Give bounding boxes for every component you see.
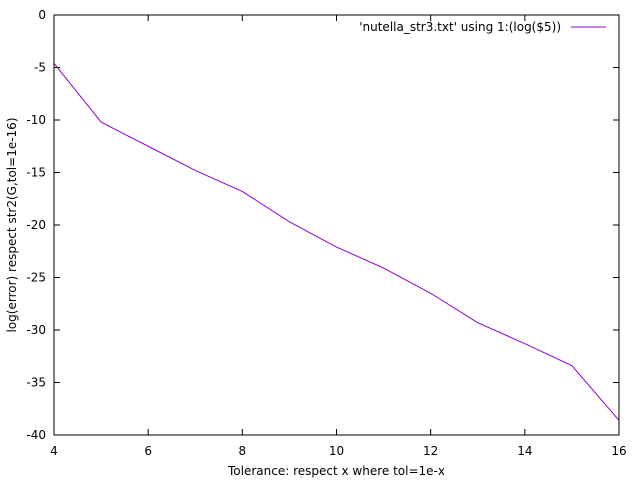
y-axis-title: log(error) respect str2(G,tol=1e-16) — [5, 118, 19, 333]
y-tick-label: -30 — [26, 323, 46, 337]
x-tick-label: 4 — [50, 444, 58, 458]
y-tick-label: -5 — [34, 61, 46, 75]
legend-label: 'nutella_str3.txt' using 1:(log($5)) — [359, 20, 561, 34]
y-tick-label: 0 — [38, 8, 46, 22]
y-tick-label: -40 — [26, 428, 46, 442]
y-tick-label: -35 — [26, 376, 46, 390]
series-line — [53, 62, 620, 421]
x-tick-label: 12 — [423, 444, 438, 458]
y-tick-label: -25 — [26, 271, 46, 285]
x-axis-title: Tolerance: respect x where tol=1e-x — [227, 464, 445, 478]
x-tick-label: 10 — [329, 444, 344, 458]
plot-frame — [53, 14, 620, 436]
x-tick-label: 6 — [144, 444, 152, 458]
tick-label-group: 4 6 8 10 12 14 16 0 -5 -10 -15 -20 -25 -30 -35 -40 — [26, 8, 626, 458]
x-tick-label: 8 — [239, 444, 247, 458]
x-tick-label: 14 — [517, 444, 532, 458]
y-tick-label: -20 — [26, 218, 46, 232]
y-tick-label: -10 — [26, 113, 46, 127]
x-tick-label: 16 — [611, 444, 626, 458]
legend: 'nutella_str3.txt' using 1:(log($5)) — [359, 20, 606, 34]
y-tick-label: -15 — [26, 166, 46, 180]
